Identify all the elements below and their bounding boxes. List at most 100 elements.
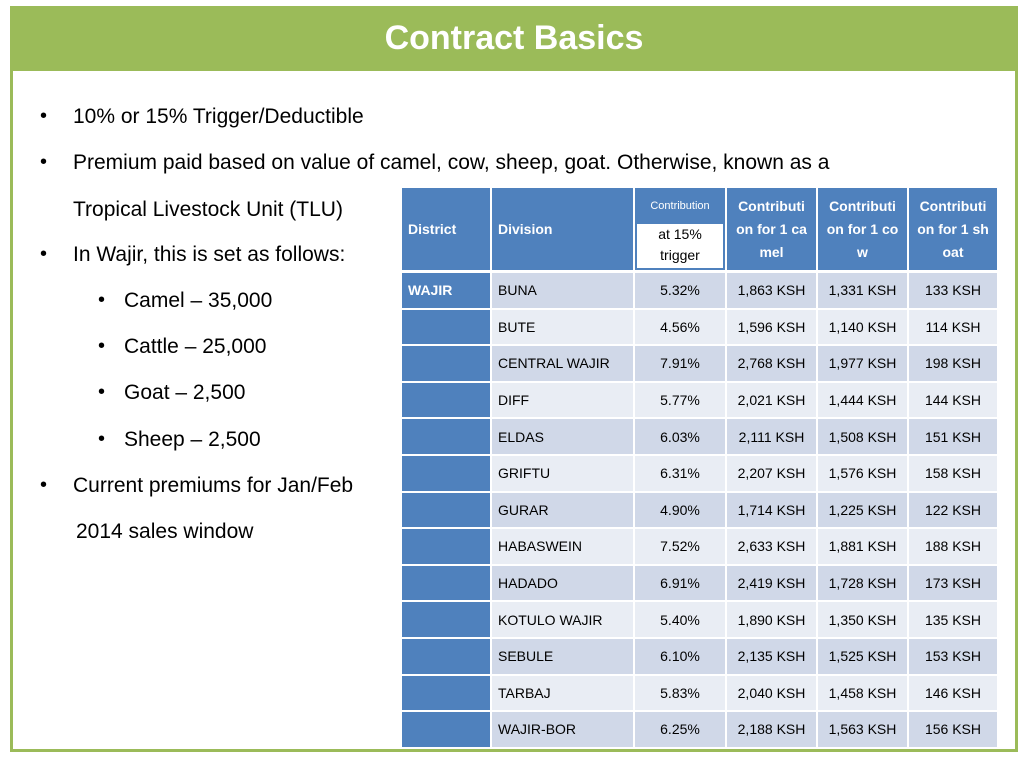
table-cell: 4.90% <box>634 491 726 529</box>
table-cell: 2,111 KSH <box>726 418 817 455</box>
table-cell: DIFF <box>491 381 634 419</box>
table-cell: 2,207 KSH <box>726 455 817 492</box>
table-cell: 2,419 KSH <box>726 564 817 602</box>
bullet-dot: • <box>40 105 48 127</box>
bullet-dot: • <box>98 289 106 311</box>
table-cell: 114 KSH <box>908 308 998 346</box>
district-cell <box>401 418 491 455</box>
bullet-text: 2014 sales window <box>76 520 254 543</box>
table-cell: 156 KSH <box>908 711 998 748</box>
bullet-text: Cattle – 25,000 <box>124 335 267 358</box>
bullet-text: Current premiums for Jan/Feb <box>73 474 354 497</box>
bullet-dot: • <box>98 335 106 357</box>
table-cell: 7.52% <box>634 528 726 565</box>
table-cell: 1,596 KSH <box>726 308 817 346</box>
table-cell: 1,576 KSH <box>817 455 908 492</box>
district-cell <box>401 674 491 712</box>
table-cell: GRIFTU <box>491 455 634 492</box>
table-cell: 153 KSH <box>908 638 998 675</box>
header-cell: Contribution for 1 shoat <box>908 187 998 271</box>
bullet-text: Sheep – 2,500 <box>124 428 261 451</box>
district-cell <box>401 491 491 529</box>
table-cell: 2,040 KSH <box>726 674 817 712</box>
table-cell: CENTRAL WAJIR <box>491 345 634 382</box>
district-cell: WAJIR <box>401 272 491 309</box>
table-cell: 1,525 KSH <box>817 638 908 675</box>
district-cell <box>401 638 491 675</box>
table-cell: 6.10% <box>634 638 726 675</box>
table-cell: 1,458 KSH <box>817 674 908 712</box>
table-cell: 5.83% <box>634 674 726 712</box>
table-cell: HADADO <box>491 564 634 602</box>
table-cell: HABASWEIN <box>491 528 634 565</box>
district-cell <box>401 601 491 638</box>
table-cell: 151 KSH <box>908 418 998 455</box>
district-cell <box>401 381 491 419</box>
district-cell <box>401 711 491 748</box>
bullet-text: 10% or 15% Trigger/Deductible <box>73 105 364 128</box>
district-cell <box>401 528 491 565</box>
table-cell: 1,508 KSH <box>817 418 908 455</box>
table-cell: 2,135 KSH <box>726 638 817 675</box>
table-cell: 188 KSH <box>908 528 998 565</box>
table-cell: 1,331 KSH <box>817 272 908 309</box>
table-cell: 198 KSH <box>908 345 998 382</box>
table-cell: 1,140 KSH <box>817 308 908 346</box>
bullet-text: Premium paid based on value of camel, co… <box>73 151 830 174</box>
table-cell: 1,881 KSH <box>817 528 908 565</box>
district-cell <box>401 308 491 346</box>
table-cell: 1,728 KSH <box>817 564 908 602</box>
table-cell: 122 KSH <box>908 491 998 529</box>
table-cell: 7.91% <box>634 345 726 382</box>
table-cell: 1,444 KSH <box>817 381 908 419</box>
table-cell: 5.32% <box>634 272 726 309</box>
table-cell: 6.31% <box>634 455 726 492</box>
table-cell: 1,714 KSH <box>726 491 817 529</box>
table-cell: 5.40% <box>634 601 726 638</box>
table-cell: 6.91% <box>634 564 726 602</box>
district-cell <box>401 345 491 382</box>
table-cell: 135 KSH <box>908 601 998 638</box>
table-cell: 146 KSH <box>908 674 998 712</box>
table-cell: 144 KSH <box>908 381 998 419</box>
table-cell: 1,225 KSH <box>817 491 908 529</box>
bullet-text: Camel – 35,000 <box>124 289 273 312</box>
bullet-dot: • <box>40 474 48 496</box>
table-cell: 2,188 KSH <box>726 711 817 748</box>
table-cell: 2,633 KSH <box>726 528 817 565</box>
table-cell: 5.77% <box>634 381 726 419</box>
table-cell: BUTE <box>491 308 634 346</box>
table-cell: KOTULO WAJIR <box>491 601 634 638</box>
table-cell: BUNA <box>491 272 634 309</box>
table-cell: 1,350 KSH <box>817 601 908 638</box>
table-cell: ELDAS <box>491 418 634 455</box>
district-cell <box>401 564 491 602</box>
table-cell: GURAR <box>491 491 634 529</box>
slide-title: Contract Basics <box>10 6 1018 71</box>
table-cell: 1,977 KSH <box>817 345 908 382</box>
table-cell: 173 KSH <box>908 564 998 602</box>
bullet-dot: • <box>40 151 48 173</box>
table-cell: 6.03% <box>634 418 726 455</box>
bullet-dot: • <box>98 428 106 450</box>
bullet-text: In Wajir, this is set as follows: <box>73 243 346 266</box>
table-cell: 133 KSH <box>908 272 998 309</box>
table-cell: 1,863 KSH <box>726 272 817 309</box>
table-cell: TARBAJ <box>491 674 634 712</box>
table-cell: 6.25% <box>634 711 726 748</box>
table-cell: 158 KSH <box>908 455 998 492</box>
header-cell: Contribution for 1 camel <box>726 187 817 271</box>
header-cell: Contribution for 1 cow <box>817 187 908 271</box>
header-text: Contribution <box>650 200 710 212</box>
bullet-text: Goat – 2,500 <box>124 381 246 404</box>
district-cell <box>401 455 491 492</box>
bullet-text: Tropical Livestock Unit (TLU) <box>73 198 343 221</box>
table-cell: 2,021 KSH <box>726 381 817 419</box>
table-cell: 2,768 KSH <box>726 345 817 382</box>
table-cell: SEBULE <box>491 638 634 675</box>
header-cell: Contribution at 15% trigger <box>634 187 726 271</box>
bullet-dot: • <box>40 243 48 265</box>
table-cell: 1,890 KSH <box>726 601 817 638</box>
table-cell: 4.56% <box>634 308 726 346</box>
